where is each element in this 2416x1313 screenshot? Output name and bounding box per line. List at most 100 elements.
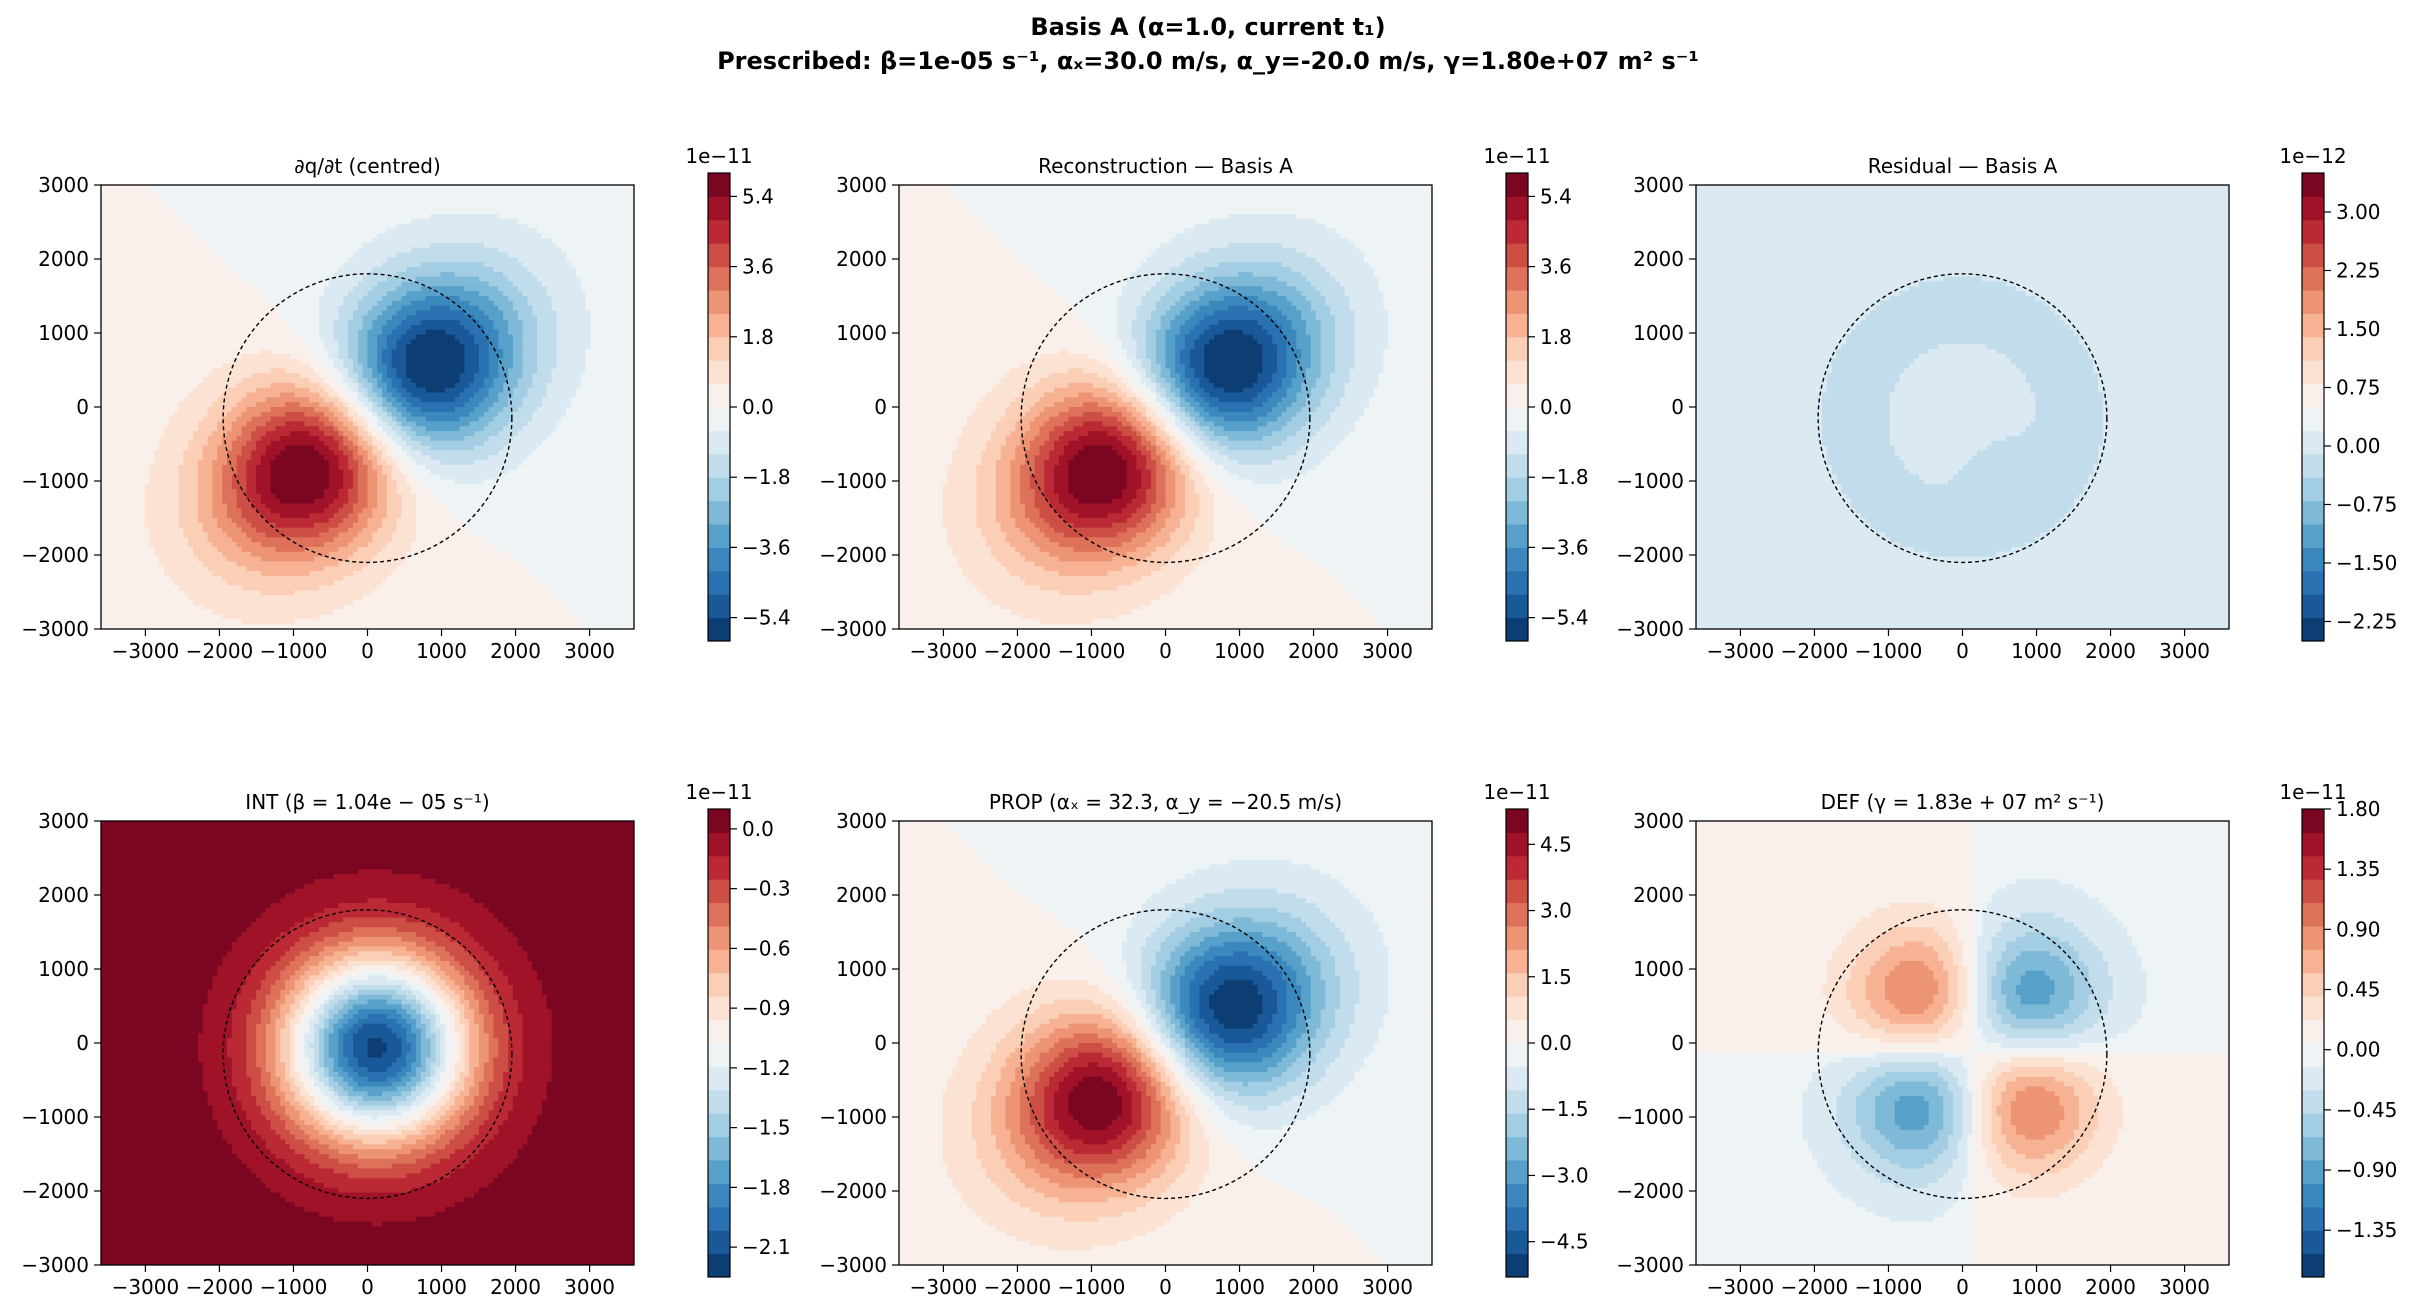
heatmap-cell — [1160, 242, 1230, 249]
heatmap-cell — [1315, 378, 1331, 384]
heatmap-cell — [478, 387, 490, 394]
heatmap-cell — [343, 450, 354, 456]
heatmap-cell — [566, 411, 634, 418]
heatmap-cell — [430, 1071, 436, 1078]
heatmap-cell — [483, 310, 504, 316]
heatmap-cell — [899, 936, 1084, 943]
heatmap-cell — [1388, 985, 1432, 991]
heatmap-cell — [101, 1250, 634, 1256]
heatmap-cell — [1388, 960, 1432, 967]
heatmap-cell — [352, 508, 364, 514]
heatmap-cell — [435, 1100, 446, 1107]
heatmap-cell — [1146, 416, 1152, 423]
heatmap-cell — [2025, 373, 2099, 379]
heatmap-cell — [1696, 619, 2229, 625]
heatmap-cell — [275, 936, 301, 943]
heatmap-cell — [386, 397, 398, 403]
heatmap-cell — [309, 1062, 315, 1068]
heatmap-cell — [1184, 489, 1196, 495]
heatmap-cell — [469, 382, 485, 389]
heatmap-cell — [899, 194, 958, 201]
heatmap-cell — [319, 1139, 340, 1145]
heatmap-cell — [386, 460, 398, 466]
heatmap-cell — [280, 932, 310, 938]
heatmap-cell — [435, 1071, 441, 1078]
heatmap-cell — [498, 546, 634, 553]
heatmap-cell — [1165, 431, 1171, 437]
heatmap-cell — [294, 1168, 335, 1174]
heatmap-cell — [2035, 397, 2104, 403]
heatmap-cell — [391, 1096, 407, 1102]
heatmap-cell — [1189, 994, 1201, 1001]
heatmap-cell — [101, 363, 223, 369]
heatmap-cell — [265, 1144, 291, 1150]
heatmap-cell — [1097, 402, 1118, 408]
heatmap-cell — [101, 1192, 281, 1199]
heatmap-cell — [435, 1018, 441, 1025]
heatmap-cell — [372, 402, 378, 408]
colorbar-tick-label: 0.0 — [742, 817, 774, 841]
heatmap-cell — [1107, 378, 1123, 384]
heatmap-cell — [333, 421, 344, 427]
heatmap-cell — [197, 508, 214, 514]
heatmap-cell — [391, 1062, 407, 1068]
heatmap-cell — [101, 854, 634, 861]
heatmap-cell — [1180, 310, 1196, 316]
heatmap-cell — [1155, 464, 1167, 471]
heatmap-cell — [1696, 238, 2229, 244]
heatmap-cell — [1262, 1004, 1278, 1010]
heatmap-cell — [1286, 421, 1307, 427]
reference-circle — [1020, 273, 1311, 564]
heatmap-cell — [498, 965, 533, 972]
heatmap-cell — [323, 489, 340, 495]
heatmap-cell — [464, 1144, 485, 1150]
heatmap-cell — [899, 257, 1021, 263]
heatmap-cell — [338, 416, 349, 423]
heatmap-cell — [899, 358, 1031, 365]
heatmap-cell — [304, 411, 325, 418]
heatmap-cell — [899, 878, 1007, 885]
heatmap-cell — [101, 590, 184, 596]
heatmap-cell — [101, 571, 165, 577]
heatmap-cell — [207, 532, 228, 538]
heatmap-cell — [323, 956, 344, 962]
heatmap-cell — [275, 305, 320, 312]
heatmap-cell — [323, 1125, 340, 1131]
heatmap-cell — [1262, 435, 1288, 442]
heatmap-cell — [382, 1091, 403, 1097]
heatmap-cell — [425, 1134, 441, 1141]
heatmap-cell — [1252, 479, 1283, 485]
heatmap-cell — [275, 1038, 281, 1044]
heatmap-cell — [144, 522, 180, 529]
heatmap-cell — [420, 1014, 427, 1020]
heatmap-cell — [1150, 358, 1157, 365]
heatmap-cell — [1150, 484, 1157, 490]
heatmap-cell — [2103, 407, 2229, 413]
heatmap-cell — [508, 927, 634, 933]
heatmap-cell — [976, 479, 997, 485]
heatmap-cell — [1276, 416, 1293, 423]
heatmap-cell — [357, 339, 369, 345]
heatmap-cell — [299, 1062, 310, 1068]
heatmap-cell — [1378, 922, 1432, 928]
heatmap-cell — [459, 416, 480, 423]
heatmap-cell — [212, 469, 223, 476]
heatmap-cell — [377, 455, 383, 461]
heatmap-cell — [411, 455, 432, 461]
heatmap-cell — [415, 1096, 427, 1102]
heatmap-cell — [445, 1057, 451, 1063]
heatmap-cell — [328, 392, 340, 398]
heatmap-cell — [163, 431, 194, 437]
colorbar-tick-label: 5.4 — [1540, 184, 1572, 208]
heatmap-cell — [1209, 489, 1230, 495]
heatmap-cell — [367, 479, 378, 485]
heatmap-cell — [503, 382, 519, 389]
heatmap-cell — [1015, 455, 1026, 461]
heatmap-cell — [1184, 513, 1201, 519]
heatmap-cell — [1696, 291, 1901, 297]
heatmap-cell — [101, 329, 296, 336]
heatmap-cell — [498, 1091, 519, 1097]
heatmap-cell — [415, 522, 465, 529]
heatmap-cell — [401, 1052, 407, 1059]
heatmap-cell — [309, 431, 325, 437]
